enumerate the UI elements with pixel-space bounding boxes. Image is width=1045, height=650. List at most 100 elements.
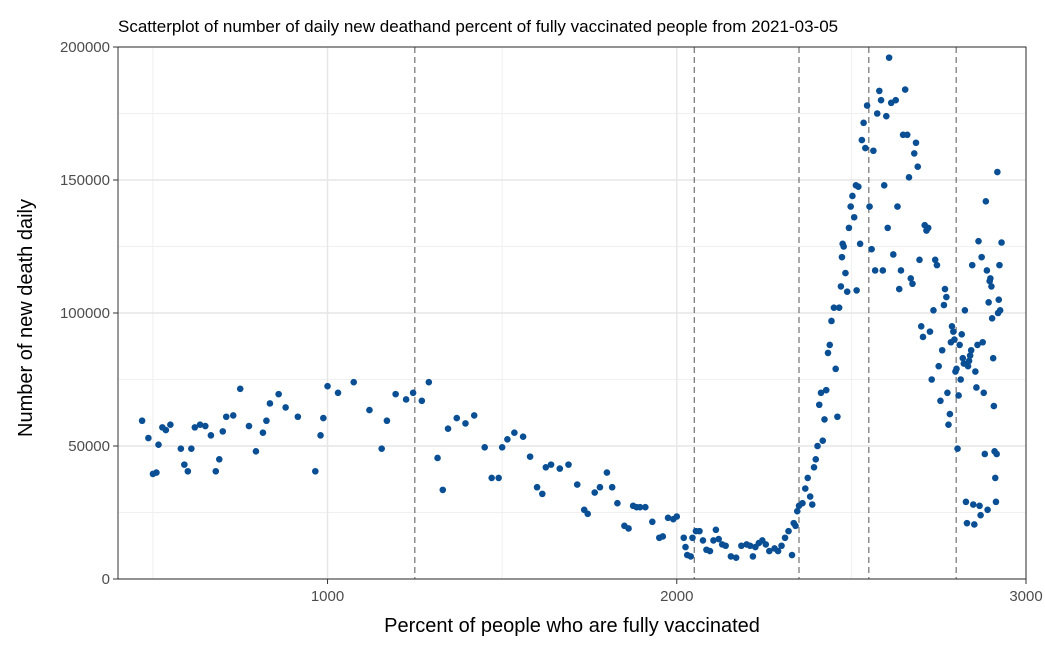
data-point [996, 307, 1004, 314]
data-point [519, 433, 527, 440]
data-point [866, 203, 873, 210]
data-point [840, 243, 848, 250]
data-point [916, 256, 923, 264]
data-point [812, 456, 820, 463]
data-point [953, 365, 960, 373]
data-point [971, 521, 978, 528]
data-point [974, 341, 981, 349]
data-point [539, 490, 546, 498]
data-point [961, 307, 969, 314]
data-point [636, 503, 644, 511]
data-point [884, 224, 892, 232]
data-point [944, 389, 951, 397]
y-tick-label: 0 [102, 571, 110, 588]
data-point [838, 253, 846, 261]
data-point [821, 416, 828, 423]
data-point [334, 389, 342, 397]
x-axis-label: Percent of people who are fully vaccinat… [384, 615, 760, 637]
data-point [409, 389, 417, 397]
data-point [905, 174, 913, 181]
data-point [909, 280, 916, 288]
data-point [808, 501, 816, 508]
data-point [822, 386, 830, 394]
data-point [542, 463, 550, 471]
data-point [312, 467, 319, 475]
reference-lines [414, 47, 957, 579]
data-point [649, 518, 656, 526]
data-point [976, 502, 983, 510]
data-point [995, 296, 1003, 304]
data-point [837, 283, 845, 290]
data-point [488, 474, 495, 482]
data-point [845, 224, 853, 232]
data-point [495, 474, 502, 482]
data-point [870, 147, 877, 155]
data-point [832, 365, 839, 373]
data-point [984, 506, 991, 514]
data-point [462, 420, 469, 427]
data-point [565, 461, 572, 468]
data-point [935, 362, 942, 370]
data-point [815, 401, 823, 409]
data-point [892, 96, 900, 104]
data-point [785, 527, 792, 535]
data-point [931, 256, 939, 264]
data-point [862, 144, 869, 152]
data-point [834, 413, 841, 421]
data-point [954, 445, 961, 452]
data-point [155, 441, 162, 448]
data-point [863, 102, 871, 109]
data-point [603, 469, 611, 476]
data-point [184, 467, 192, 475]
data-point [181, 461, 188, 468]
data-point [774, 547, 782, 555]
data-point [969, 501, 977, 508]
data-point [978, 253, 985, 261]
data-point [659, 533, 667, 540]
data-point [793, 507, 801, 515]
data-point [792, 522, 799, 530]
data-point [957, 376, 964, 383]
data-point [895, 285, 903, 293]
data-point [943, 293, 950, 301]
data-point [958, 330, 966, 338]
data-point [533, 483, 541, 491]
data-point [806, 493, 814, 500]
data-point [988, 283, 995, 290]
data-point [889, 251, 897, 258]
data-point [901, 86, 909, 93]
data-point [266, 400, 274, 407]
data-point [207, 432, 215, 439]
data-point [263, 417, 270, 425]
data-point [946, 410, 954, 418]
data-point [222, 413, 230, 421]
data-point [987, 275, 994, 282]
x-tick-label: 1000 [311, 588, 344, 605]
data-point [138, 417, 146, 425]
y-tick-label: 100000 [60, 305, 110, 322]
data-point [835, 304, 843, 311]
data-point [963, 519, 971, 527]
data-point [842, 269, 849, 277]
data-point [992, 498, 1000, 506]
data-point [153, 469, 160, 476]
data-point [860, 119, 867, 127]
data-point [715, 535, 722, 543]
data-points [138, 54, 1005, 562]
data-point [275, 390, 282, 398]
data-point [402, 396, 410, 403]
data-point [439, 486, 447, 494]
data-point [350, 378, 358, 386]
data-point [614, 499, 621, 507]
data-point [245, 422, 253, 430]
data-point [876, 87, 883, 95]
data-point [979, 338, 986, 346]
data-point [843, 288, 851, 296]
data-point [994, 168, 1001, 176]
data-point [324, 382, 331, 390]
data-point [282, 404, 289, 411]
data-point [945, 421, 952, 429]
data-point [392, 390, 399, 398]
data-point [937, 397, 944, 405]
